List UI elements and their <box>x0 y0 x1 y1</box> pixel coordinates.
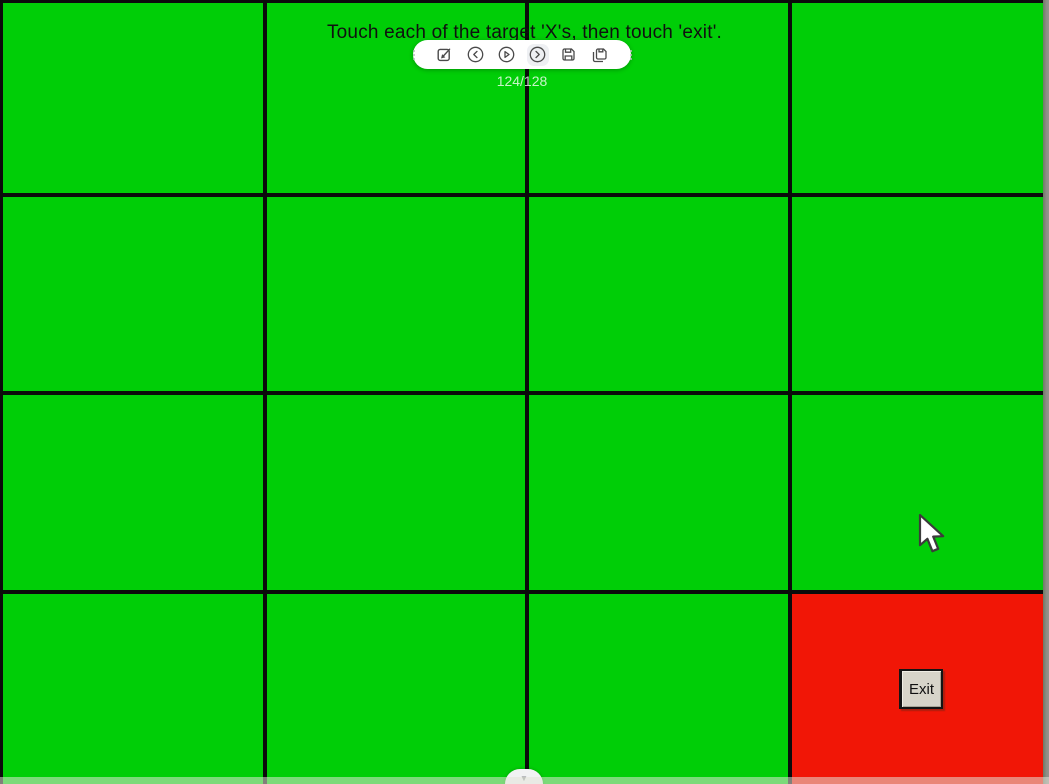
target-cell[interactable] <box>3 3 263 193</box>
target-cell[interactable] <box>792 197 1043 391</box>
target-cell[interactable] <box>792 3 1043 193</box>
target-cell[interactable] <box>267 395 525 590</box>
target-cell[interactable] <box>3 395 263 590</box>
save-icon[interactable] <box>558 44 580 66</box>
play-icon[interactable] <box>496 44 518 66</box>
edit-icon[interactable] <box>434 44 456 66</box>
frame-counter: 124/128 <box>496 73 548 89</box>
save-copy-icon[interactable] <box>589 44 611 66</box>
target-cell[interactable] <box>792 395 1043 590</box>
target-cell[interactable] <box>529 395 788 590</box>
target-cell[interactable] <box>267 197 525 391</box>
target-cell[interactable] <box>529 197 788 391</box>
target-cell[interactable] <box>3 197 263 391</box>
drag-handle-icon[interactable] <box>411 46 417 64</box>
instruction-text: Touch each of the target 'X's, then touc… <box>326 22 723 43</box>
bottom-edge-fade <box>0 777 1049 784</box>
exit-button[interactable]: Exit <box>899 669 943 709</box>
target-cell[interactable] <box>529 594 788 784</box>
back-icon[interactable] <box>465 44 487 66</box>
forward-icon[interactable] <box>526 43 549 66</box>
target-cell[interactable] <box>3 594 263 784</box>
target-cell[interactable] <box>529 3 788 193</box>
target-cell[interactable] <box>267 3 525 193</box>
more-icon[interactable] <box>628 46 634 64</box>
target-cell[interactable] <box>267 594 525 784</box>
screen-edge-strip <box>1043 0 1049 784</box>
floating-toolbar[interactable] <box>411 40 634 69</box>
